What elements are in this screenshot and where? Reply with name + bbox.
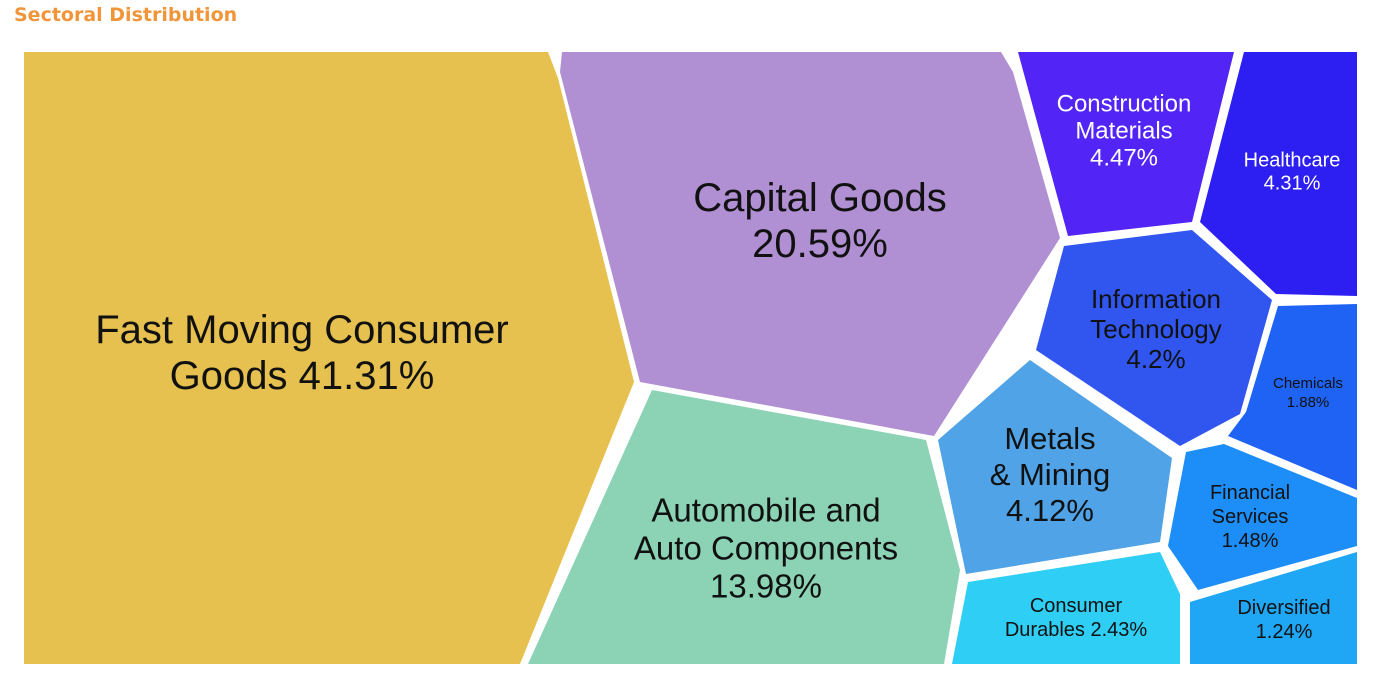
label-metals-and-mining: Metals & Mining 4.12% (990, 421, 1111, 528)
chart-title: Sectoral Distribution (14, 4, 238, 26)
label-capital-goods-line-2: 20.59% (752, 222, 888, 266)
label-automobile-and-auto-components-line-1: Automobile and (651, 492, 880, 529)
cell-automobile-and-auto-components[interactable] (528, 390, 960, 664)
label-healthcare-line-1: Healthcare (1244, 150, 1341, 172)
cell-capital-goods[interactable] (560, 52, 1060, 436)
label-chemicals: Chemicals 1.88% (1273, 375, 1343, 411)
cell-diversified[interactable] (1190, 552, 1357, 664)
label-healthcare: Healthcare 4.31% (1244, 150, 1341, 195)
label-financial-services-line-3: 1.48% (1222, 530, 1279, 552)
cell-information-technology[interactable] (1036, 230, 1272, 446)
label-information-technology-line-1: Information (1091, 284, 1221, 314)
cell-construction-materials[interactable] (1018, 52, 1234, 236)
cell-consumer-durables[interactable] (952, 552, 1180, 664)
label-financial-services-line-2: Services (1212, 506, 1289, 528)
label-diversified-line-1: Diversified (1237, 597, 1330, 619)
label-automobile-and-auto-components: Automobile and Auto Components 13.98% (634, 492, 898, 605)
label-chemicals-line-1: Chemicals (1273, 375, 1343, 392)
label-automobile-and-auto-components-line-3: 13.98% (710, 568, 822, 605)
label-capital-goods: Capital Goods 20.59% (693, 176, 946, 266)
label-fast-moving-consumer-goods-line-1: Fast Moving Consumer (95, 308, 508, 352)
label-chemicals-line-2: 1.88% (1287, 394, 1330, 411)
cell-fast-moving-consumer-goods[interactable] (24, 52, 634, 664)
cell-healthcare[interactable] (1200, 52, 1357, 296)
cell-chemicals[interactable] (1228, 304, 1357, 490)
label-financial-services: Financial Services 1.48% (1210, 482, 1290, 552)
label-metals-and-mining-line-1: Metals (1004, 421, 1095, 456)
label-information-technology-line-2: Technology (1090, 314, 1222, 344)
label-fast-moving-consumer-goods: Fast Moving Consumer Goods 41.31% (95, 308, 508, 398)
label-consumer-durables-line-1: Consumer (1030, 595, 1123, 617)
cell-financial-services[interactable] (1168, 444, 1357, 590)
label-automobile-and-auto-components-line-2: Auto Components (634, 530, 898, 567)
cell-metals-and-mining[interactable] (938, 360, 1172, 574)
label-information-technology-line-3: 4.2% (1126, 344, 1185, 374)
label-construction-materials-line-2: Materials (1075, 117, 1172, 144)
label-financial-services-line-1: Financial (1210, 482, 1290, 504)
label-consumer-durables-line-2: Durables 2.43% (1005, 619, 1148, 641)
label-diversified: Diversified 1.24% (1237, 597, 1330, 643)
label-construction-materials-line-3: 4.47% (1090, 144, 1158, 171)
label-metals-and-mining-line-3: 4.12% (1006, 493, 1094, 528)
label-healthcare-line-2: 4.31% (1264, 173, 1321, 195)
label-construction-materials: Construction Materials 4.47% (1057, 90, 1192, 171)
label-construction-materials-line-1: Construction (1057, 90, 1192, 117)
label-fast-moving-consumer-goods-line-2: Goods 41.31% (170, 354, 435, 398)
label-diversified-line-2: 1.24% (1256, 621, 1313, 643)
label-consumer-durables: Consumer Durables 2.43% (1005, 595, 1148, 641)
label-capital-goods-line-1: Capital Goods (693, 176, 946, 220)
label-information-technology: Information Technology 4.2% (1090, 284, 1222, 374)
label-metals-and-mining-line-2: & Mining (990, 457, 1111, 492)
